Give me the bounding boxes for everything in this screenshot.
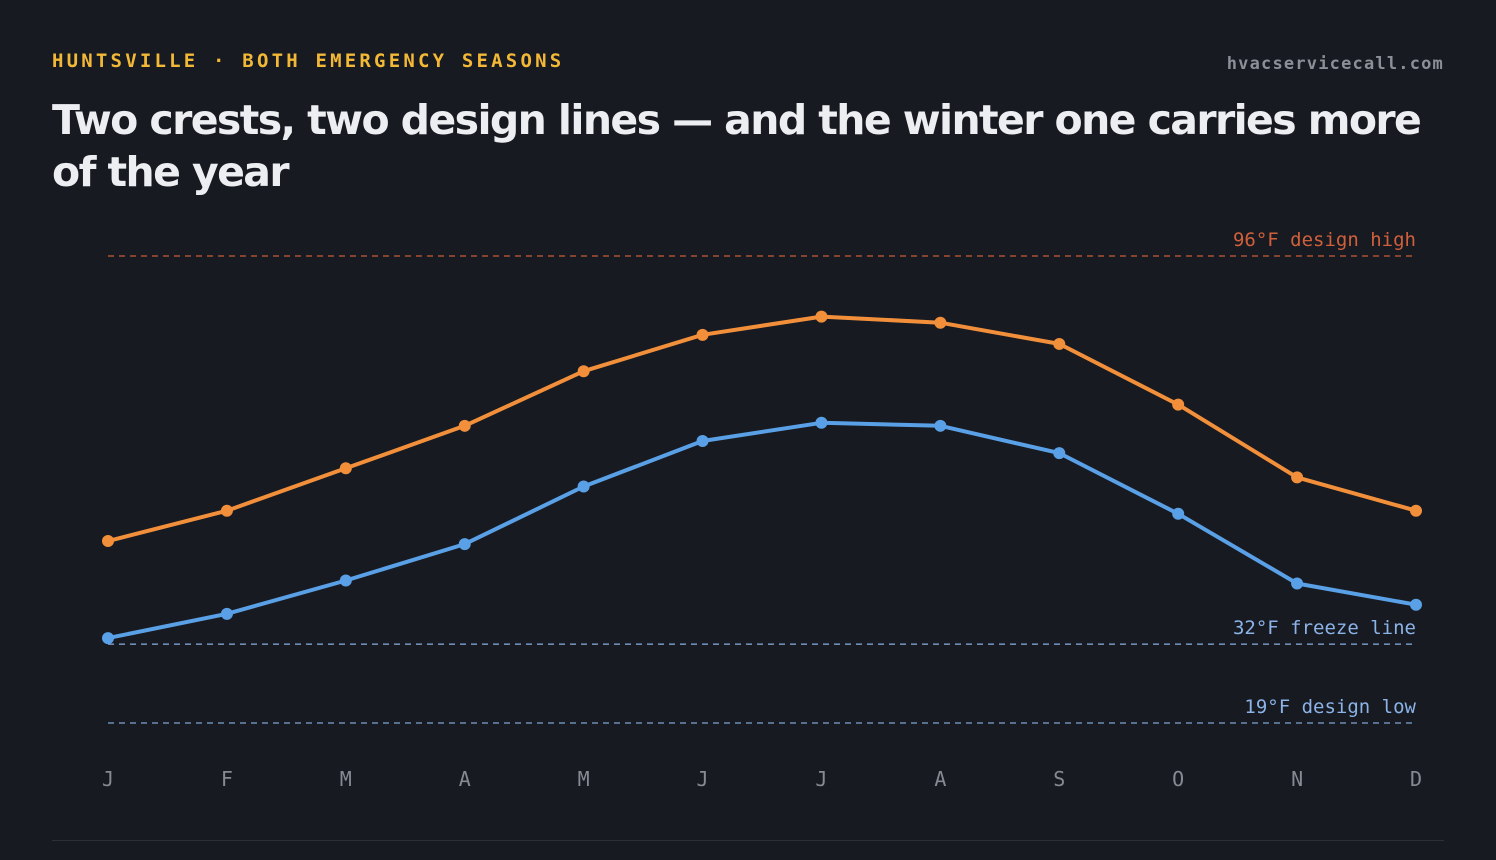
reference-lines-layer: 96°F design high 32°F freeze line 19°F des… — [108, 229, 1417, 724]
point-high-9 — [1053, 337, 1066, 350]
series-line-high — [106, 314, 1418, 544]
point-high-8 — [934, 316, 947, 329]
point-low-4 — [458, 538, 471, 551]
chart-kicker: HUNTSVILLE · BOTH EMERGENCY SEASONS — [52, 50, 565, 72]
point-low-1 — [102, 632, 114, 645]
point-low-3 — [339, 574, 352, 587]
reference-label-3: 19°F design low — [1244, 696, 1416, 718]
x-tick-label-6: J — [697, 767, 709, 791]
source-credit: hvacservicecall.com — [1226, 54, 1444, 74]
point-high-5 — [577, 365, 590, 378]
x-tick-label-11: N — [1291, 767, 1303, 791]
point-low-11 — [1291, 577, 1304, 590]
point-high-6 — [696, 328, 709, 341]
point-high-7 — [815, 310, 828, 323]
x-tick-label-7: J — [815, 767, 827, 791]
x-tick-label-1: J — [102, 767, 114, 791]
chart-title: Two crests, two design lines — and the w… — [52, 96, 1422, 196]
point-low-9 — [1053, 447, 1066, 460]
point-high-1 — [102, 535, 114, 548]
point-low-8 — [934, 419, 947, 432]
point-low-5 — [577, 480, 590, 493]
point-high-12 — [1410, 504, 1422, 517]
point-low-12 — [1410, 598, 1422, 611]
point-low-7 — [815, 416, 828, 429]
x-tick-label-4: A — [459, 767, 471, 791]
point-high-10 — [1172, 398, 1185, 411]
point-high-3 — [339, 462, 352, 475]
point-high-11 — [1291, 471, 1304, 484]
x-tick-label-5: M — [578, 767, 590, 791]
x-tick-label-10: O — [1172, 767, 1184, 791]
point-low-10 — [1172, 507, 1185, 520]
point-low-6 — [696, 434, 709, 447]
point-high-4 — [458, 419, 471, 432]
x-tick-label-2: F — [221, 767, 233, 791]
series-line-low — [106, 420, 1418, 641]
series-layer — [102, 310, 1422, 645]
x-tick-label-8: A — [934, 767, 946, 791]
x-tick-label-3: M — [340, 767, 352, 791]
reference-label-1: 96°F design high — [1233, 229, 1416, 251]
reference-label-2: 32°F freeze line — [1233, 617, 1416, 639]
x-tick-label-9: S — [1053, 767, 1065, 791]
point-high-2 — [220, 504, 233, 517]
point-low-2 — [220, 607, 233, 620]
bottom-divider — [52, 840, 1444, 841]
x-tick-label-12: D — [1410, 767, 1422, 791]
